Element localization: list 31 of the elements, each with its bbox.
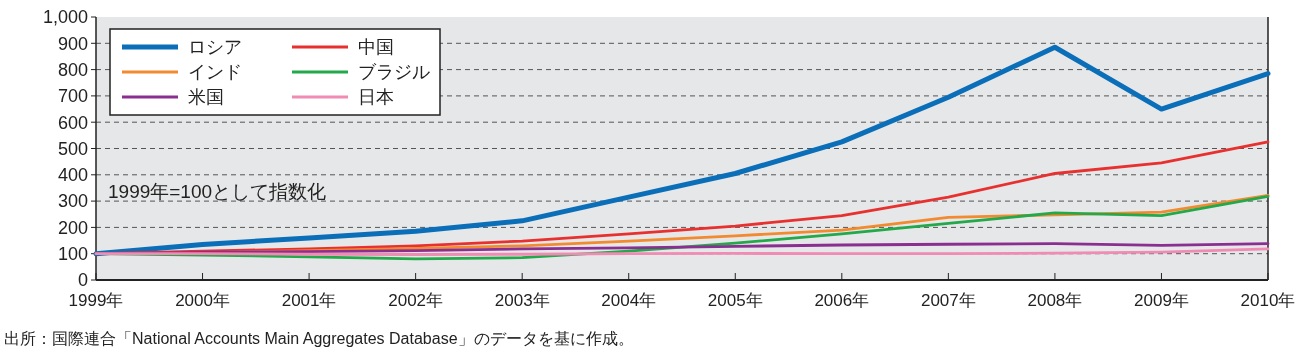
x-tick-label: 2003年: [494, 291, 550, 310]
text: 出所：国際連合「National Accounts Main Aggregates Database」のデータを基に作成。: [4, 330, 634, 347]
x-tick-label: 2009年: [1134, 291, 1189, 310]
annotation: 1999年=100として指数化: [108, 180, 327, 202]
legend-label: 日本: [358, 87, 394, 108]
legend-label: 中国: [358, 37, 394, 58]
y-tick-label: 900: [57, 33, 88, 54]
y-tick-label: 1,000: [42, 7, 88, 28]
legend-label: 米国: [188, 87, 224, 108]
legend-label: インド: [188, 62, 242, 83]
y-tick-label: 0: [77, 270, 88, 291]
x-tick-label: 2010年: [1240, 291, 1296, 310]
x-tick-label: 2006年: [814, 291, 870, 310]
x-tick-label: 2007年: [920, 291, 976, 310]
y-tick-label: 700: [57, 86, 88, 107]
x-tick-label: 1999年: [68, 291, 124, 310]
x-tick-label: 2001年: [281, 291, 337, 310]
x-tick-label: 2002年: [388, 291, 444, 310]
y-tick-label: 300: [57, 191, 88, 212]
y-tick-label: 500: [57, 138, 88, 159]
y-tick-label: 200: [57, 217, 88, 238]
x-tick-label: 2005年: [707, 291, 763, 310]
x-tick-label: 2004年: [601, 291, 657, 310]
y-tick-label: 800: [57, 59, 88, 80]
x-tick-label: 2008年: [1027, 291, 1083, 310]
legend-label: ロシア: [188, 37, 242, 58]
y-tick-label: 400: [57, 165, 88, 186]
y-tick-label: 600: [57, 112, 88, 133]
x-tick-label: 2000年: [175, 291, 230, 310]
y-tick-label: 100: [57, 244, 88, 264]
legend-label: ブラジル: [358, 62, 430, 83]
